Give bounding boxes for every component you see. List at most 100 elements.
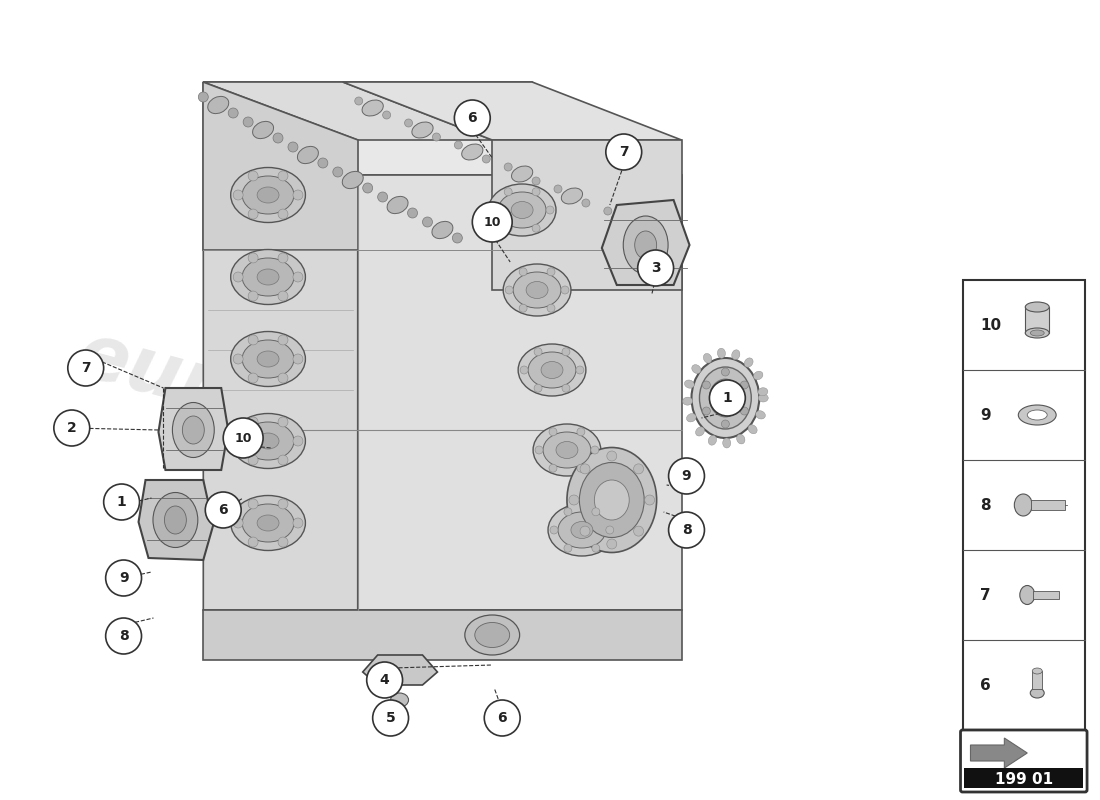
Ellipse shape [242, 340, 294, 378]
Circle shape [333, 167, 343, 177]
Circle shape [405, 119, 412, 127]
Ellipse shape [257, 269, 279, 285]
Circle shape [363, 183, 373, 193]
Polygon shape [602, 200, 690, 285]
Ellipse shape [503, 264, 571, 316]
Circle shape [454, 100, 491, 136]
Text: 1: 1 [117, 495, 126, 509]
Ellipse shape [432, 222, 453, 238]
Circle shape [54, 410, 90, 446]
Text: 6: 6 [497, 711, 507, 725]
Ellipse shape [717, 348, 725, 358]
Ellipse shape [748, 425, 757, 434]
Text: 9: 9 [682, 469, 691, 483]
Polygon shape [204, 82, 358, 610]
Circle shape [278, 455, 288, 465]
Circle shape [561, 286, 569, 294]
Ellipse shape [526, 282, 548, 298]
Ellipse shape [208, 96, 229, 114]
Circle shape [569, 495, 579, 505]
Circle shape [373, 700, 408, 736]
Circle shape [249, 455, 258, 465]
Circle shape [228, 108, 239, 118]
Ellipse shape [242, 176, 294, 214]
Circle shape [68, 350, 103, 386]
Ellipse shape [684, 380, 694, 388]
Ellipse shape [745, 358, 754, 367]
Circle shape [383, 111, 390, 119]
Ellipse shape [558, 512, 606, 548]
Circle shape [634, 526, 643, 536]
Circle shape [592, 508, 600, 516]
Text: 8: 8 [119, 629, 129, 643]
Ellipse shape [1025, 328, 1049, 338]
Ellipse shape [231, 414, 306, 469]
Circle shape [547, 268, 556, 276]
Circle shape [564, 544, 572, 552]
Circle shape [243, 117, 253, 127]
Circle shape [491, 206, 498, 214]
Circle shape [432, 133, 440, 141]
Text: 7: 7 [619, 145, 628, 159]
Ellipse shape [242, 422, 294, 460]
Circle shape [249, 537, 258, 547]
Circle shape [504, 163, 513, 171]
Polygon shape [343, 82, 682, 140]
Circle shape [576, 464, 585, 472]
Polygon shape [970, 738, 1027, 768]
Text: 7: 7 [980, 587, 991, 602]
Ellipse shape [758, 394, 768, 402]
Ellipse shape [700, 367, 751, 429]
Text: 5: 5 [386, 711, 396, 725]
Circle shape [249, 499, 258, 509]
Ellipse shape [411, 122, 433, 138]
Ellipse shape [164, 506, 186, 534]
Polygon shape [204, 610, 682, 660]
Ellipse shape [635, 231, 657, 259]
Ellipse shape [566, 447, 657, 553]
Circle shape [377, 192, 387, 202]
Circle shape [554, 185, 562, 193]
Ellipse shape [686, 414, 696, 422]
Circle shape [519, 268, 527, 276]
Ellipse shape [462, 144, 483, 160]
Circle shape [564, 508, 572, 516]
Polygon shape [158, 388, 228, 470]
Circle shape [638, 250, 673, 286]
Ellipse shape [1019, 405, 1056, 425]
Circle shape [631, 221, 640, 229]
Circle shape [249, 253, 258, 263]
Circle shape [722, 420, 729, 428]
Circle shape [293, 190, 303, 200]
Circle shape [278, 171, 288, 181]
Circle shape [504, 224, 513, 232]
Ellipse shape [1020, 586, 1035, 605]
Polygon shape [204, 82, 358, 250]
Ellipse shape [692, 358, 759, 438]
Circle shape [278, 537, 288, 547]
Circle shape [547, 304, 556, 312]
Circle shape [520, 366, 528, 374]
Ellipse shape [153, 493, 198, 547]
Circle shape [592, 544, 600, 552]
Circle shape [366, 662, 403, 698]
Circle shape [535, 348, 542, 356]
Text: 9: 9 [980, 407, 991, 422]
Ellipse shape [541, 362, 563, 378]
Polygon shape [358, 175, 682, 610]
Circle shape [249, 291, 258, 301]
Text: 6: 6 [980, 678, 991, 693]
Circle shape [293, 272, 303, 282]
Circle shape [607, 451, 617, 461]
Circle shape [703, 407, 711, 415]
Circle shape [233, 518, 243, 528]
Ellipse shape [173, 402, 214, 458]
Circle shape [249, 335, 258, 345]
Text: 9: 9 [119, 571, 129, 585]
Circle shape [604, 207, 612, 215]
Circle shape [106, 560, 142, 596]
Circle shape [645, 495, 654, 505]
Circle shape [249, 171, 258, 181]
Circle shape [532, 177, 540, 185]
Ellipse shape [732, 350, 740, 360]
